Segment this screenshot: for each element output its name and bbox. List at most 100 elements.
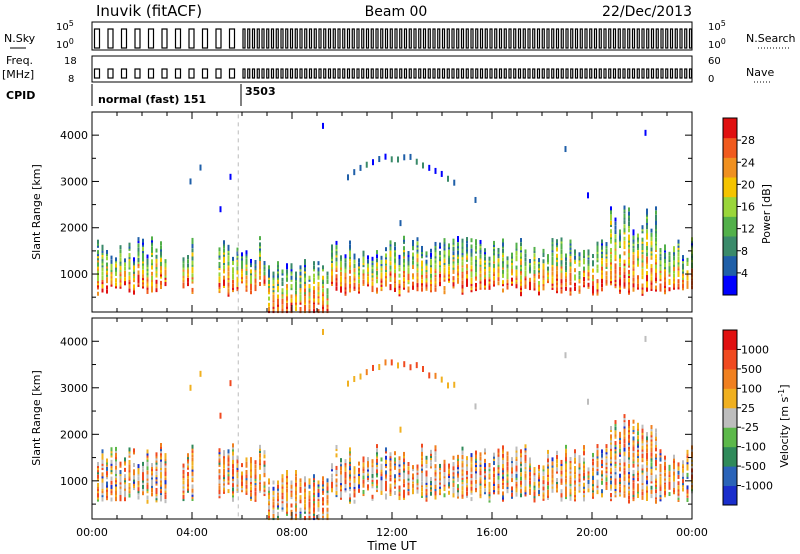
echo-cell bbox=[218, 494, 221, 499]
colorbar-tick-label: 4 bbox=[741, 267, 748, 280]
nsky-bar bbox=[375, 28, 379, 49]
echo-cell bbox=[655, 447, 657, 452]
echo-cell bbox=[218, 490, 221, 495]
echo-cell bbox=[142, 484, 144, 489]
echo-cell bbox=[560, 289, 563, 294]
echo-cell bbox=[587, 471, 590, 476]
echo-cell bbox=[659, 287, 662, 292]
echo-cell bbox=[322, 484, 324, 489]
echo-cell bbox=[493, 469, 495, 474]
echo-cell bbox=[344, 264, 347, 269]
echo-cell bbox=[605, 485, 608, 490]
freq-bar bbox=[418, 68, 422, 79]
echo-cell bbox=[493, 481, 495, 486]
echo-cell bbox=[682, 265, 684, 270]
echo-cell bbox=[380, 268, 383, 273]
echo-cell bbox=[295, 294, 297, 299]
echo-cell bbox=[466, 247, 468, 252]
echo-cell bbox=[425, 253, 428, 258]
echo-cell bbox=[349, 280, 351, 285]
echo-cell bbox=[673, 262, 675, 267]
echo-cell bbox=[601, 245, 603, 250]
echo-cell bbox=[488, 260, 491, 265]
echo-cell bbox=[592, 254, 594, 259]
echo-cell bbox=[506, 260, 509, 265]
echo-cell bbox=[655, 459, 657, 464]
echo-cell bbox=[443, 250, 446, 255]
echo-cell bbox=[259, 478, 261, 483]
echo-cell bbox=[304, 507, 306, 512]
echo-cell bbox=[358, 272, 360, 277]
echo-cell bbox=[650, 249, 653, 254]
echo-cell bbox=[637, 443, 639, 448]
echo-cell bbox=[326, 309, 329, 314]
freq-bar bbox=[612, 68, 617, 79]
colorbar-segment bbox=[723, 177, 737, 198]
echo-cell bbox=[155, 271, 158, 276]
echo-cell bbox=[565, 486, 567, 491]
echo-cell bbox=[448, 272, 450, 277]
echo-cell bbox=[646, 482, 648, 487]
nsky-bar bbox=[261, 28, 265, 49]
echo-cell bbox=[187, 271, 189, 276]
echo-cell bbox=[515, 454, 518, 459]
echo-cell bbox=[349, 474, 351, 479]
echo-cell bbox=[344, 287, 347, 292]
echo-cell bbox=[664, 461, 666, 466]
echo-cell bbox=[380, 284, 383, 289]
echo-cell bbox=[245, 269, 248, 274]
echo-cell bbox=[227, 255, 230, 260]
echo-cell bbox=[556, 255, 558, 260]
echo-cell bbox=[133, 271, 135, 276]
echo-cell bbox=[340, 263, 342, 268]
freq-bar bbox=[688, 68, 693, 79]
freq-bar bbox=[674, 68, 678, 79]
echo-cell bbox=[398, 288, 401, 293]
echo-cell bbox=[160, 497, 162, 502]
echo-cell bbox=[560, 254, 563, 259]
echo-cell bbox=[623, 428, 626, 433]
echo-cell bbox=[623, 228, 626, 233]
echo-cell bbox=[430, 462, 432, 467]
echo-cell bbox=[457, 252, 459, 257]
echo-cell bbox=[245, 262, 248, 267]
echo-cell bbox=[245, 457, 248, 462]
echo-cell bbox=[529, 284, 531, 289]
echo-cell bbox=[416, 264, 419, 269]
echo-cell bbox=[422, 365, 424, 372]
echo-cell bbox=[398, 464, 401, 469]
echo-cell bbox=[308, 298, 311, 303]
freq-bar bbox=[394, 68, 398, 79]
echo-cell bbox=[596, 460, 599, 465]
echo-cell bbox=[398, 470, 401, 475]
echo-cell bbox=[241, 477, 243, 482]
echo-cell bbox=[641, 289, 644, 294]
echo-cell bbox=[358, 264, 360, 269]
echo-cell bbox=[646, 432, 648, 437]
echo-cell bbox=[403, 493, 405, 498]
echo-cell bbox=[614, 482, 617, 487]
echo-cell bbox=[506, 472, 509, 477]
echo-cell bbox=[349, 485, 351, 490]
echo-cell bbox=[146, 287, 149, 292]
echo-cell bbox=[655, 262, 657, 267]
echo-cell bbox=[160, 449, 162, 454]
echo-cell bbox=[506, 489, 509, 494]
echo-cell bbox=[106, 285, 108, 290]
echo-cell bbox=[655, 270, 657, 275]
echo-cell bbox=[650, 427, 653, 432]
echo-cell bbox=[416, 241, 419, 246]
echo-cell bbox=[268, 306, 270, 311]
echo-cell bbox=[601, 243, 603, 248]
echo-cell bbox=[529, 490, 531, 495]
echo-cell bbox=[502, 271, 504, 276]
echo-cell bbox=[569, 254, 572, 259]
echo-cell bbox=[115, 480, 117, 485]
echo-cell bbox=[286, 470, 288, 475]
echo-cell bbox=[308, 309, 311, 314]
echo-cell bbox=[268, 486, 270, 491]
echo-cell bbox=[412, 477, 414, 482]
echo-cell bbox=[155, 288, 158, 293]
echo-cell bbox=[232, 489, 234, 494]
echo-cell bbox=[623, 418, 626, 423]
